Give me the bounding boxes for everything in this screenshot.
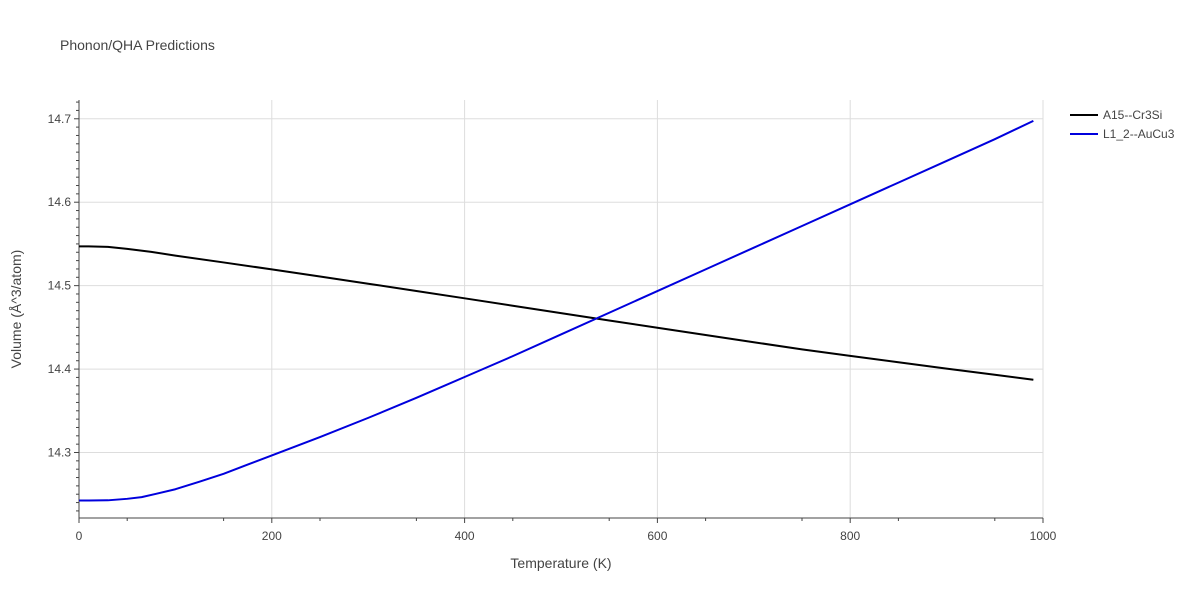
axes — [78, 100, 1043, 519]
y-tick-label: 14.5 — [48, 279, 72, 293]
legend-label: L1_2--AuCu3 — [1103, 127, 1175, 141]
legend-item-0[interactable]: A15--Cr3Si — [1070, 108, 1162, 122]
legend[interactable]: A15--Cr3Si L1_2--AuCu3 — [1070, 108, 1175, 141]
chart-title: Phonon/QHA Predictions — [60, 37, 215, 53]
y-tick-label: 14.3 — [48, 446, 72, 460]
x-tick-label: 600 — [647, 529, 667, 543]
grid — [79, 100, 1044, 518]
y-tick-label: 14.7 — [48, 112, 72, 126]
x-tick-label: 200 — [262, 529, 282, 543]
x-tick-label: 1000 — [1030, 529, 1057, 543]
y-axis-label: Volume (Å^3/atom) — [8, 250, 24, 369]
series-line-0 — [79, 245, 1034, 381]
x-axis-ticks: 0 200 400 600 800 1000 — [76, 518, 1057, 543]
plot-series — [79, 119, 1034, 502]
x-tick-label: 0 — [76, 529, 83, 543]
x-axis-label: Temperature (K) — [510, 555, 611, 571]
x-tick-label: 800 — [840, 529, 860, 543]
y-tick-label: 14.6 — [48, 195, 72, 209]
series-line-1 — [79, 119, 1034, 502]
legend-item-1[interactable]: L1_2--AuCu3 — [1070, 127, 1175, 141]
x-tick-label: 400 — [455, 529, 475, 543]
y-tick-label: 14.4 — [48, 362, 72, 376]
y-axis-ticks: 14.3 14.4 14.5 14.6 14.7 — [48, 101, 79, 512]
legend-label: A15--Cr3Si — [1103, 108, 1162, 122]
